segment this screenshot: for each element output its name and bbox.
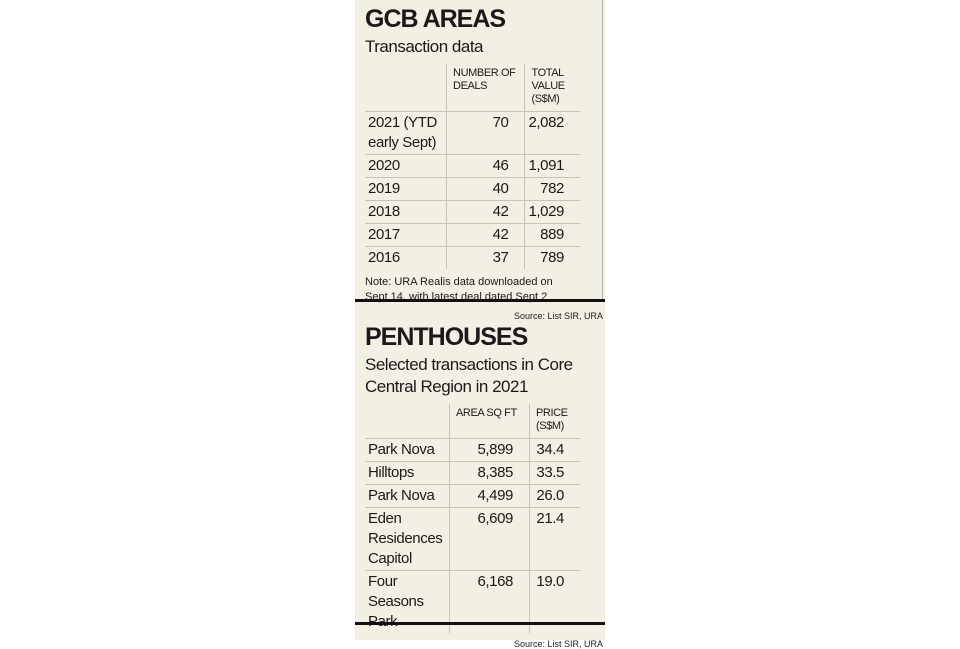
header-cell: NUMBER OF DEALS (446, 64, 525, 112)
table-cell: Park Nova (365, 438, 450, 462)
data-table: AREA SQ FT PRICE (S$M) Park Nova 5,899 34.4 H… (365, 404, 580, 633)
data-table: NUMBER OF DEALS TOTAL VALUE (S$M) 2021 (YT… (365, 64, 580, 269)
table-cell: 2020 (365, 154, 447, 178)
table-row: Park Nova 4,499 26.0 (365, 484, 580, 508)
table-row: 2021 (YTD early Sept) 70 2,082 (365, 111, 580, 155)
table-cell: 42 (446, 200, 525, 224)
table-body: Park Nova 5,899 34.4 Hilltops 8,385 33.5 Park … (365, 438, 580, 633)
table-cell: 6,609 (449, 507, 530, 571)
table-cell: 2021 (YTD early Sept) (365, 111, 447, 155)
table-row: 2019 40 782 (365, 177, 580, 201)
table-cell: 4,499 (449, 484, 530, 508)
table-head: NUMBER OF DEALS TOTAL VALUE (S$M) (365, 64, 580, 112)
table-cell: 70 (446, 111, 525, 155)
source: Source: List SIR, URA (513, 311, 603, 321)
table-cell: Eden Residences Capitol (365, 507, 450, 571)
table-cell: 33.5 (529, 461, 580, 485)
rule (355, 299, 605, 302)
header-cell (365, 64, 447, 112)
table-cell: Park Nova (365, 484, 450, 508)
header-cell: PRICE (S$M) (529, 404, 580, 439)
table-cell: 26.0 (529, 484, 580, 508)
table-cell: Hilltops (365, 461, 450, 485)
table-row: Hilltops 8,385 33.5 (365, 461, 580, 485)
table-cell: 2,082 (524, 111, 580, 155)
section-subtitle: Transaction data (365, 37, 484, 56)
header-row: AREA SQ FT PRICE (S$M) (365, 404, 580, 439)
header-row: NUMBER OF DEALS TOTAL VALUE (S$M) (365, 64, 580, 112)
table-row: 2017 42 889 (365, 223, 580, 247)
table-row: Eden Residences Capitol 6,609 21.4 (365, 507, 580, 571)
table-cell: 5,899 (449, 438, 530, 462)
table-cell: 2018 (365, 200, 447, 224)
rule (355, 622, 605, 625)
table-cell: 42 (446, 223, 525, 247)
table-cell: 46 (446, 154, 525, 178)
source: Source: List SIR, URA (513, 639, 603, 649)
table-row: 2020 46 1,091 (365, 154, 580, 178)
penthouse-section: PENTHOUSES Selected transactions in Core … (365, 322, 603, 649)
gcb-section: GCB AREAS Transaction data NUMBER OF DEALS… (365, 4, 603, 321)
table-cell: 789 (524, 246, 580, 269)
table-cell: 21.4 (529, 507, 580, 571)
table-head: AREA SQ FT PRICE (S$M) (365, 404, 580, 439)
table-cell: 2019 (365, 177, 447, 201)
table-cell: 2016 (365, 246, 447, 269)
section-subtitle: Selected transactions in Core Central Re… (365, 355, 573, 396)
table-cell: 8,385 (449, 461, 530, 485)
table-cell: 34.4 (529, 438, 580, 462)
header-cell (365, 404, 450, 439)
header-cell: AREA SQ FT (449, 404, 530, 439)
table-cell: 1,029 (524, 200, 580, 224)
table-row: 2018 42 1,029 (365, 200, 580, 224)
section-title: PENTHOUSES (365, 323, 528, 351)
table-cell: 37 (446, 246, 525, 269)
table-body: 2021 (YTD early Sept) 70 2,082 2020 46 1,091 2… (365, 111, 580, 269)
table-cell: 889 (524, 223, 580, 247)
table-cell: 782 (524, 177, 580, 201)
section-title: GCB AREAS (365, 5, 506, 33)
divider (602, 0, 603, 300)
table-row: 2016 37 789 (365, 246, 580, 269)
table-row: Park Nova 5,899 34.4 (365, 438, 580, 462)
table-cell: 40 (446, 177, 525, 201)
header-cell: TOTAL VALUE (S$M) (524, 64, 580, 112)
table-cell: 2017 (365, 223, 447, 247)
table-cell: 1,091 (524, 154, 580, 178)
